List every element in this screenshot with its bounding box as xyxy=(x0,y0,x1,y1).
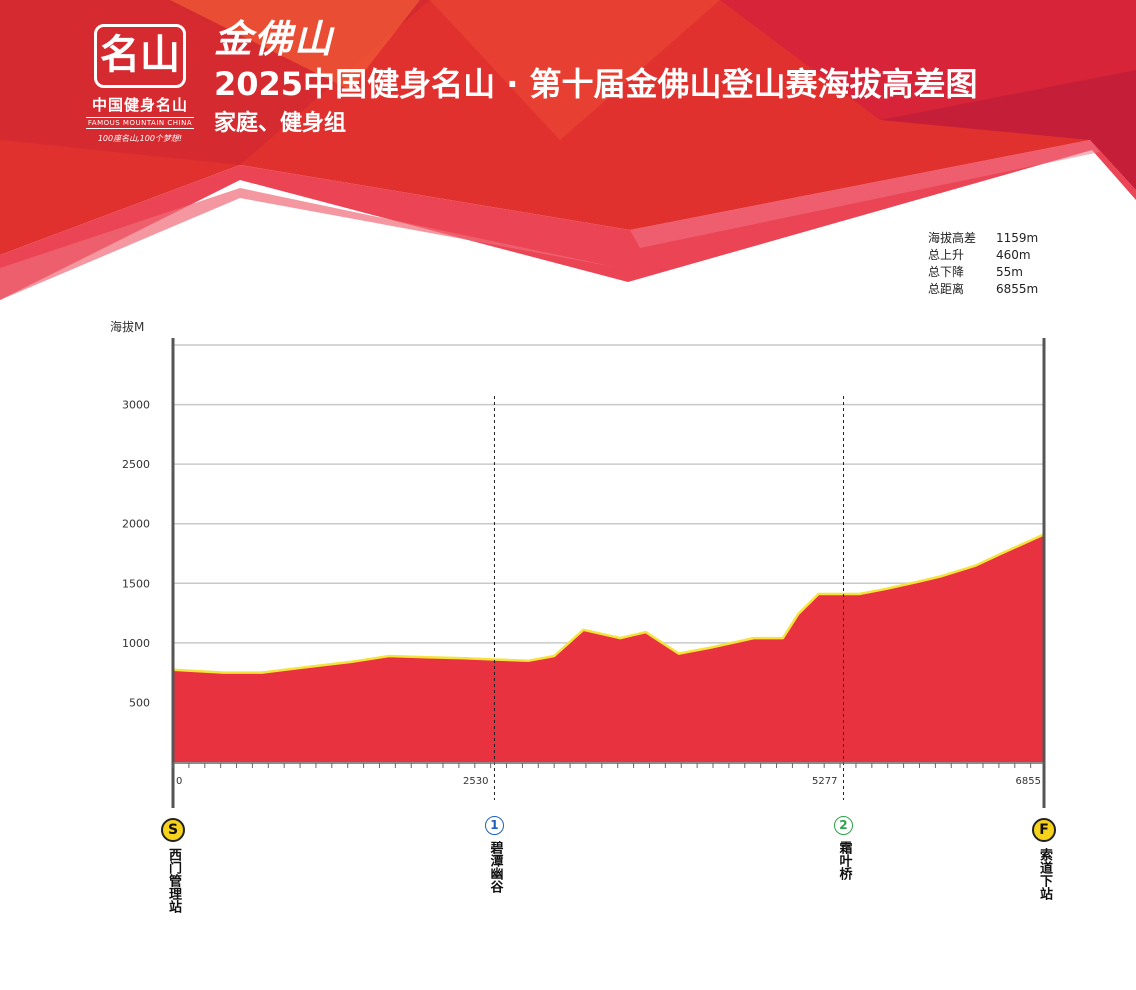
page-subtitle: 家庭、健身组 xyxy=(214,111,347,136)
station-name: 霜叶桥 xyxy=(836,841,852,880)
logo: 名山 中国健身名山 FAMOUS MOUNTAIN CHINA 100座名山,1… xyxy=(86,24,194,144)
station-4: F 索道下站 xyxy=(1029,818,1059,900)
logo-cn-text: 中国健身名山 xyxy=(91,96,188,114)
y-tick-label: 500 xyxy=(129,696,150,709)
station-badge-icon: S xyxy=(161,818,185,842)
stat-value: 55m xyxy=(996,265,1023,279)
y-axis-label: 海拔M xyxy=(110,319,144,334)
stat-value: 460m xyxy=(996,248,1031,262)
x-tick-label: 0 xyxy=(176,776,182,787)
header-banner xyxy=(0,0,1136,300)
station-1: S 西门管理站 xyxy=(158,818,188,913)
y-tick-label: 1500 xyxy=(122,577,150,590)
page-title: 2025中国健身名山 · 第十届金佛山登山赛海拔高差图 xyxy=(214,65,978,103)
elevation-line xyxy=(172,533,1045,674)
logo-slogan: 100座名山,100个梦想! xyxy=(97,134,183,143)
logo-mark: 名山 xyxy=(94,24,186,88)
stat-label: 总上升 xyxy=(928,248,965,262)
title-block: 金佛山 2025中国健身名山 · 第十届金佛山登山赛海拔高差图 家庭、健身组 xyxy=(214,14,978,140)
station-badge-icon: 1 xyxy=(484,816,504,835)
brand-script: 金佛山 xyxy=(214,16,335,61)
station-2: 1 碧潭幽谷 xyxy=(479,816,509,893)
route-stats: 海拔高差 1159m 总上升 460m 总下降 55m 总距离 6855m xyxy=(928,230,1038,298)
station-3: 2 霜叶桥 xyxy=(828,816,858,880)
station-badge-icon: 2 xyxy=(833,816,853,835)
stat-row-total-distance: 总距离 6855m xyxy=(928,281,1038,298)
elevation-area xyxy=(173,534,1044,762)
stat-label: 总距离 xyxy=(928,282,965,296)
station-name: 西门管理站 xyxy=(166,848,181,913)
stat-value: 1159m xyxy=(996,231,1039,245)
logo-en-text: FAMOUS MOUNTAIN CHINA xyxy=(86,117,194,129)
stat-row-elevation-gap: 海拔高差 1159m xyxy=(928,230,1038,247)
station-badge-icon: F xyxy=(1032,818,1056,842)
x-tick-label: 2530 xyxy=(463,776,488,787)
stat-label: 总下降 xyxy=(928,265,965,279)
station-name: 碧潭幽谷 xyxy=(487,841,503,893)
stat-label: 海拔高差 xyxy=(928,231,977,245)
station-name: 索道下站 xyxy=(1037,848,1052,900)
y-tick-label: 3000 xyxy=(122,399,150,412)
y-tick-label: 2500 xyxy=(122,458,150,471)
x-tick-label: 6855 xyxy=(1016,776,1041,787)
stat-row-total-ascent: 总上升 460m xyxy=(928,247,1038,264)
y-tick-label: 1000 xyxy=(122,637,150,650)
y-tick-label: 2000 xyxy=(122,518,150,531)
stat-row-total-descent: 总下降 55m xyxy=(928,264,1038,281)
x-tick-label: 5277 xyxy=(812,776,837,787)
stat-value: 6855m xyxy=(996,282,1039,296)
